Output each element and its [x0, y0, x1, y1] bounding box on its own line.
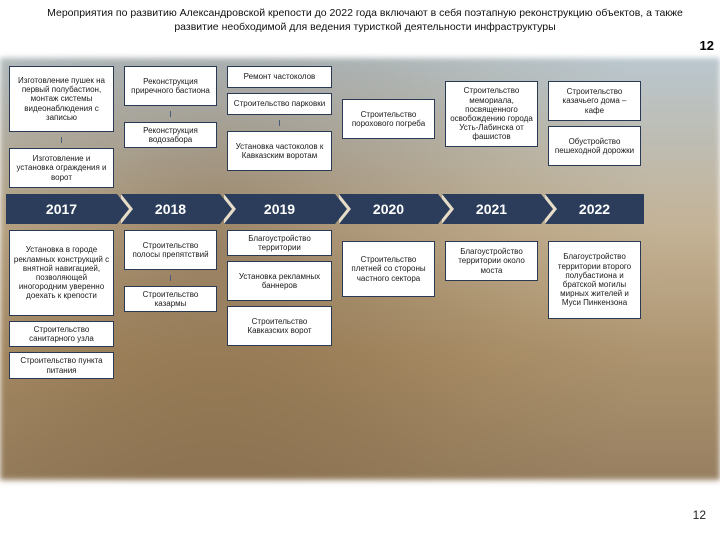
task-box: Строительство казармы — [124, 286, 217, 312]
task-box: Благоустройство территории около моста — [445, 241, 538, 281]
col-2018-above: Реконструкция приречного бастиона Реконс… — [121, 66, 220, 188]
col-2017-below: Установка в городе рекламных конструкций… — [6, 230, 117, 379]
task-box: Строительство санитарного узла — [9, 321, 113, 347]
connector — [279, 120, 280, 126]
col-2020-below: Строительство плетней со стороны частног… — [339, 230, 438, 379]
col-2020-above: Строительство порохового погреба — [339, 66, 438, 188]
below-row: Установка в городе рекламных конструкций… — [6, 230, 714, 379]
timeline-diagram: Изготовление пушек на первый полубастион… — [0, 58, 720, 480]
task-box: Строительство казачьего дома – кафе — [548, 81, 641, 121]
col-2022-above: Строительство казачьего дома – кафе Обус… — [545, 66, 644, 188]
year-2018: 2018 — [121, 194, 220, 224]
connector — [170, 111, 171, 117]
connector — [170, 275, 171, 281]
col-2018-below: Строительство полосы препятствий Строите… — [121, 230, 220, 379]
task-box: Строительство пункта питания — [9, 352, 113, 378]
task-box: Установка рекламных баннеров — [227, 261, 331, 301]
task-box: Строительство плетней со стороны частног… — [342, 241, 435, 297]
task-box: Благоустройство территории второго полуб… — [548, 241, 641, 319]
year-timeline: 2017 2018 2019 2020 2021 2022 — [6, 194, 714, 224]
task-box: Установка в городе рекламных конструкций… — [9, 230, 113, 316]
col-2017-above: Изготовление пушек на первый полубастион… — [6, 66, 117, 188]
task-box: Изготовление и установка ограждения и во… — [9, 148, 113, 188]
task-box: Изготовление пушек на первый полубастион… — [9, 66, 113, 132]
task-box: Строительство полосы препятствий — [124, 230, 217, 270]
task-box: Установка частоколов к Кавказским ворота… — [227, 131, 331, 171]
page-title: Мероприятия по развитию Александровской … — [0, 0, 720, 38]
task-box: Строительство парковки — [227, 93, 331, 115]
task-box: Благоустройство территории — [227, 230, 331, 256]
task-box: Реконструкция водозабора — [124, 122, 217, 148]
task-box: Реконструкция приречного бастиона — [124, 66, 217, 106]
year-2021: 2021 — [442, 194, 541, 224]
col-2019-above: Ремонт частоколов Строительство парковки… — [224, 66, 335, 188]
col-2019-below: Благоустройство территории Установка рек… — [224, 230, 335, 379]
page-number-bottom: 12 — [693, 508, 706, 522]
task-box: Строительство мемориала, посвященного ос… — [445, 81, 538, 147]
task-box: Ремонт частоколов — [227, 66, 331, 88]
task-box: Строительство порохового погреба — [342, 99, 435, 139]
col-2021-below: Благоустройство территории около моста — [442, 230, 541, 379]
above-row: Изготовление пушек на первый полубастион… — [6, 66, 714, 188]
page-number-top: 12 — [700, 38, 714, 53]
task-box: Обустройство пешеходной дорожки — [548, 126, 641, 166]
col-2022-below: Благоустройство территории второго полуб… — [545, 230, 644, 379]
year-2020: 2020 — [339, 194, 438, 224]
year-2019: 2019 — [224, 194, 335, 224]
year-2022: 2022 — [545, 194, 644, 224]
task-box: Строительство Кавказских ворот — [227, 306, 331, 346]
col-2021-above: Строительство мемориала, посвященного ос… — [442, 66, 541, 188]
connector — [61, 137, 62, 143]
year-2017: 2017 — [6, 194, 117, 224]
